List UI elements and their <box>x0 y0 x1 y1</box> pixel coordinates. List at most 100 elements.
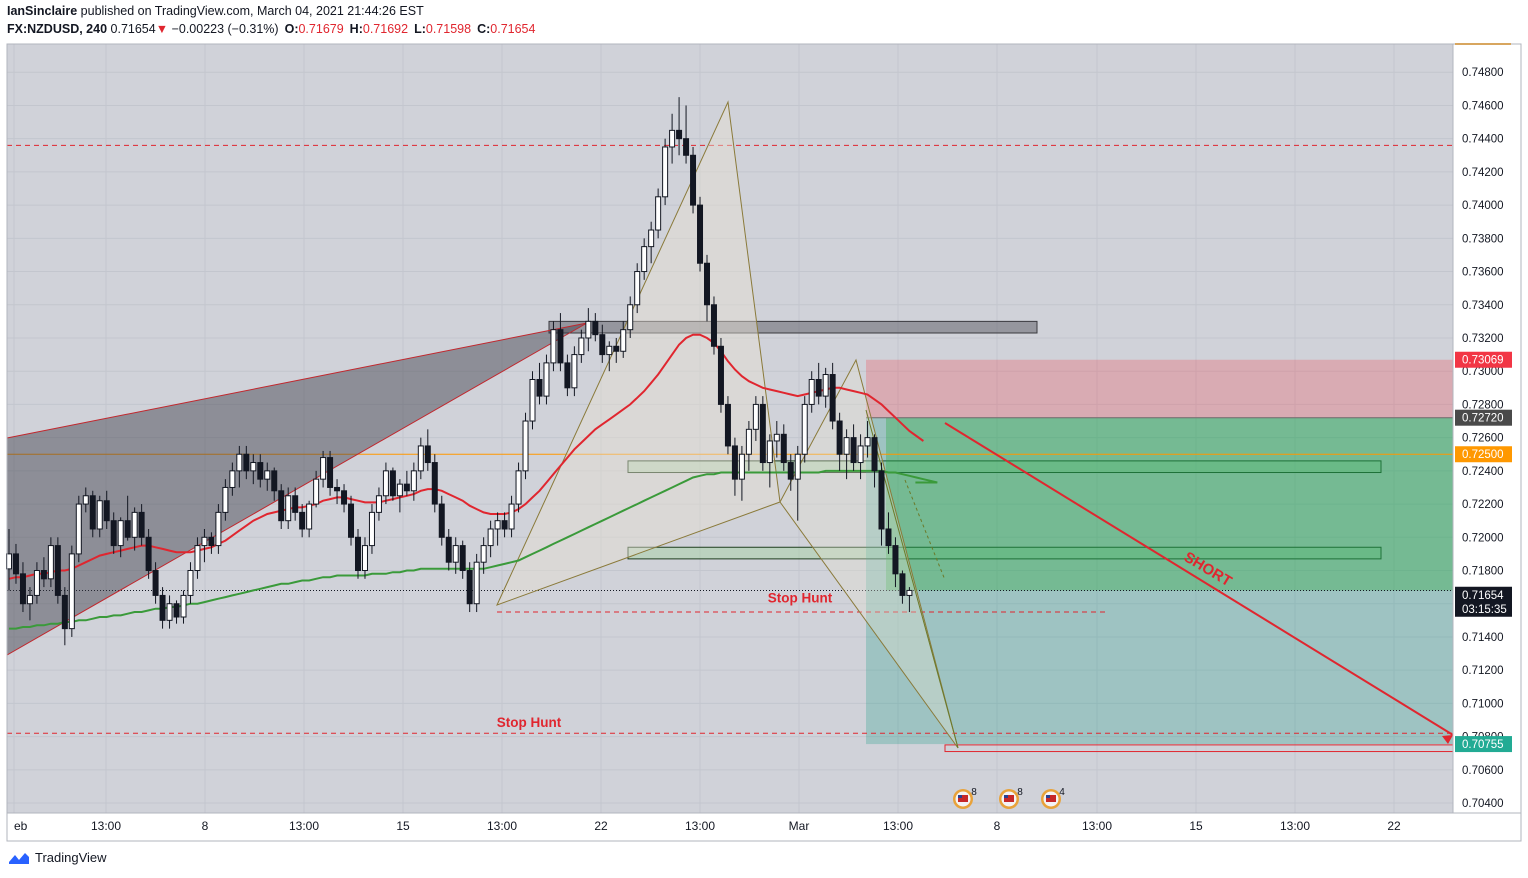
price-label: 0.70755 <box>1462 739 1504 751</box>
price-tick-label: 0.74800 <box>1462 67 1504 79</box>
price-tick-label: 0.72000 <box>1462 532 1504 544</box>
candle-body <box>131 511 138 538</box>
down-arrow-icon: ▼ <box>155 22 169 36</box>
candle-body <box>152 570 159 596</box>
candle-body <box>878 470 885 530</box>
candle-body <box>410 470 417 492</box>
price-tick-label: 0.72200 <box>1462 499 1504 511</box>
stop-loss-zone <box>866 359 1453 418</box>
candle-body <box>438 503 445 538</box>
candle-body <box>592 320 599 336</box>
candle-body <box>585 320 592 339</box>
candle-body <box>578 337 585 356</box>
candle-body <box>892 545 899 575</box>
candle-body <box>466 570 473 605</box>
candle-body <box>159 594 166 621</box>
candle-body <box>697 204 704 264</box>
candle-body <box>110 520 117 547</box>
candle-body <box>745 428 752 455</box>
candle-body <box>306 503 313 530</box>
candle-body <box>815 379 822 397</box>
candle-body <box>599 334 606 356</box>
candle-body <box>215 511 222 547</box>
symbol-label[interactable]: FX:NZDUSD, 240 <box>7 22 108 36</box>
candle-body <box>201 536 208 547</box>
candle-body <box>47 545 54 580</box>
time-tick-label: 13:00 <box>289 819 319 833</box>
candle-body <box>885 528 892 547</box>
candle-body <box>648 229 655 248</box>
candle-body <box>522 420 529 472</box>
event-flag-icon <box>1046 795 1056 802</box>
candle-body <box>634 271 641 306</box>
tradingview-logo-icon <box>9 852 29 864</box>
price-tick-label: 0.73200 <box>1462 333 1504 345</box>
time-tick-label: eb <box>14 819 28 833</box>
candle-body <box>103 500 110 522</box>
candle-body <box>850 437 857 464</box>
candle-body <box>61 594 68 630</box>
candle-body <box>145 536 152 572</box>
low-label: L: <box>414 22 426 36</box>
candle-body <box>690 154 697 206</box>
candle-body <box>320 457 327 480</box>
price-tick-label: 0.72800 <box>1462 399 1504 411</box>
candle-body <box>752 403 759 430</box>
chart-frame <box>6 43 1522 842</box>
candle-body <box>187 570 194 596</box>
candle-body <box>26 594 33 605</box>
candle-countdown: 03:15:35 <box>1462 604 1507 616</box>
price-label: 0.72720 <box>1462 413 1504 425</box>
price-label-box <box>1455 446 1512 463</box>
price-label-box <box>1455 409 1512 426</box>
candle-body <box>529 379 536 422</box>
time-axis[interactable]: eb 13:00 8 13:00 15 13:00 22 13:00 Mar 13:00 8 13:0… <box>14 819 1401 833</box>
candle-body <box>348 503 355 538</box>
last-price: 0.71654 <box>110 22 156 36</box>
candle-body <box>766 440 773 464</box>
candle-body <box>299 511 306 530</box>
candle-body <box>334 486 341 492</box>
price-axis[interactable]: 0.74800 0.74600 0.74400 0.74200 0.74000 0.738… <box>1462 67 1504 810</box>
candle-body <box>801 403 808 455</box>
open-label: O: <box>284 22 299 36</box>
event-flag-icon <box>958 795 968 802</box>
event-flag-canton-icon <box>958 795 962 798</box>
zone-rect <box>627 460 1382 474</box>
event-badges[interactable]: 8 8 4 <box>953 787 1065 809</box>
price-tick-label: 0.71800 <box>1462 566 1504 578</box>
price-tick-label: 0.74400 <box>1462 134 1504 146</box>
candle-body <box>759 403 766 464</box>
candle-body <box>613 345 620 352</box>
price-tick-label: 0.73400 <box>1462 300 1504 312</box>
candle-body <box>285 495 292 522</box>
candle-body <box>361 545 368 572</box>
price-tick-label: 0.73800 <box>1462 233 1504 245</box>
price-tick-label: 0.70400 <box>1462 798 1504 810</box>
time-tick-label: 13:00 <box>487 819 517 833</box>
harmonic-triangle-1 <box>496 100 781 606</box>
candle-body <box>669 129 676 148</box>
candle-body <box>662 146 669 198</box>
tradingview-brand[interactable]: TradingView <box>35 850 107 865</box>
candle-body <box>12 553 19 575</box>
candle-body <box>75 503 82 555</box>
zone-rect <box>548 320 1038 334</box>
pattern-drawings[interactable] <box>6 100 1454 749</box>
price-axis-labels: 0.73069 0.72720 0.72500 0.71654 03:15:35 0.70… <box>1455 351 1512 753</box>
event-flag-canton-icon <box>1004 795 1008 798</box>
price-change: −0.00223 (−0.31%) <box>171 22 279 36</box>
candle-body <box>243 453 250 472</box>
time-tick-label: 13:00 <box>91 819 121 833</box>
price-label-box <box>1455 586 1512 617</box>
candle-body <box>459 545 466 572</box>
take-profit-zone <box>866 417 1453 745</box>
price-label: 0.72500 <box>1462 449 1504 461</box>
candle-body <box>787 462 794 480</box>
author-name[interactable]: IanSinclaire <box>7 4 78 18</box>
time-tick-label: 13:00 <box>685 819 715 833</box>
time-tick-label: 8 <box>202 819 209 833</box>
short-position-tool[interactable] <box>866 359 1453 745</box>
price-label: 0.71654 <box>1462 590 1504 602</box>
